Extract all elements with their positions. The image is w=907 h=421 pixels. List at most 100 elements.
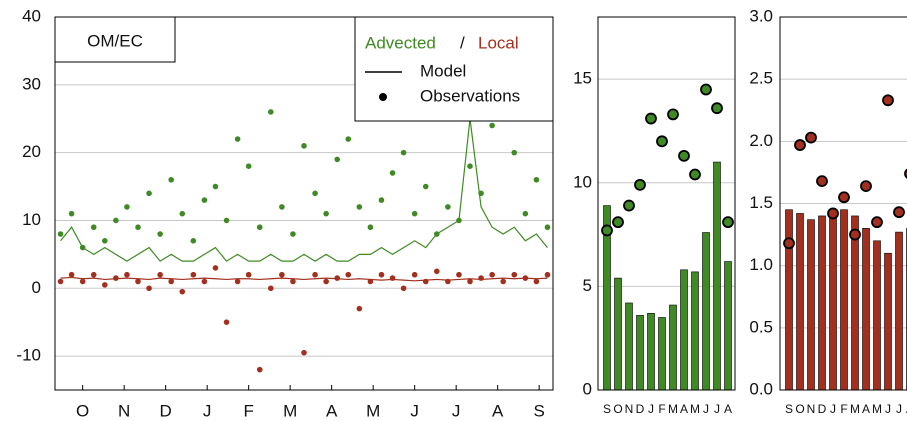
observation-dot <box>893 206 905 219</box>
observation-dot <box>689 168 701 181</box>
observation-dot <box>612 216 624 229</box>
y-tick-label: 30 <box>22 74 41 93</box>
observation-dot <box>90 224 97 231</box>
y-tick-label: 10 <box>22 210 41 229</box>
legend-local: Local <box>478 33 519 52</box>
x-tick-label: F <box>658 402 665 416</box>
observation-dot <box>290 278 296 285</box>
observation-dot <box>102 282 108 288</box>
plot-frame <box>54 16 554 391</box>
observation-dot <box>400 285 407 292</box>
observation-dot <box>157 231 163 237</box>
observation-dot <box>489 271 495 278</box>
observation-dot <box>234 278 241 285</box>
observation-dot <box>422 183 429 190</box>
bar <box>713 161 721 391</box>
observation-dot <box>212 265 219 271</box>
x-tick-label: A <box>326 401 338 420</box>
bar <box>614 277 622 391</box>
x-tick-label: J <box>203 401 212 420</box>
x-tick-label: A <box>680 402 688 416</box>
observation-dot <box>816 175 828 188</box>
x-tick-label: J <box>885 402 891 416</box>
observation-dot <box>68 210 75 217</box>
bar <box>840 209 848 391</box>
observation-dot <box>168 278 174 285</box>
observation-dot <box>201 278 208 285</box>
bar <box>796 213 804 391</box>
observation-dot <box>79 278 86 285</box>
observation-dot <box>700 83 712 96</box>
observation-dot <box>827 207 839 220</box>
bar <box>818 215 826 391</box>
observation-dot <box>79 244 86 251</box>
bar <box>873 240 881 391</box>
observation-dot <box>223 217 230 224</box>
observation-dot <box>256 224 263 231</box>
observation-dot <box>190 271 197 278</box>
x-tick-label: N <box>118 401 130 420</box>
observation-dot <box>500 278 507 285</box>
bar <box>895 231 903 391</box>
observation-dot <box>212 183 219 190</box>
observation-dot <box>634 178 646 191</box>
observation-dot <box>113 275 119 281</box>
x-tick-label: A <box>906 402 907 416</box>
observation-dot <box>113 217 119 224</box>
x-tick-label: J <box>410 401 419 420</box>
bar <box>851 215 859 391</box>
model-line <box>60 118 548 262</box>
y-tick-label: 0.5 <box>749 317 773 336</box>
observation-dot <box>356 204 363 210</box>
x-tick-label: O <box>76 401 89 420</box>
observation-dot <box>489 122 495 129</box>
x-tick-label: D <box>160 401 172 420</box>
y-tick-label: 2.5 <box>749 69 773 88</box>
observation-dot <box>279 204 285 210</box>
observation-dot <box>434 268 440 275</box>
bar <box>658 317 666 391</box>
x-tick-label: S <box>533 401 544 420</box>
observation-dot <box>467 278 473 285</box>
x-tick-label: O <box>795 402 804 416</box>
plot-frame <box>597 16 736 391</box>
bar <box>625 302 633 391</box>
observation-dot <box>345 136 352 142</box>
observation-dot <box>301 349 307 356</box>
observation-dot <box>805 131 817 144</box>
bar <box>702 232 710 391</box>
x-tick-label: J <box>830 402 836 416</box>
bar <box>724 261 732 391</box>
x-tick-label: M <box>283 401 297 420</box>
observation-dot <box>356 305 363 312</box>
observation-dot <box>334 156 341 163</box>
observation-dot <box>312 271 318 278</box>
observation-dot <box>68 271 75 278</box>
observation-dot <box>711 102 723 115</box>
observation-dot <box>367 278 374 285</box>
observation-dot <box>882 94 894 107</box>
bar <box>680 269 688 391</box>
observation-dot <box>656 135 668 148</box>
x-tick-label: F <box>840 402 847 416</box>
observation-dot <box>201 197 208 203</box>
observation-dot <box>511 271 518 278</box>
y-tick-label: 2.0 <box>749 131 773 150</box>
x-tick-label: D <box>818 402 827 416</box>
legend-observations: Observations <box>420 86 520 105</box>
observation-dot <box>268 109 274 115</box>
observation-dot <box>478 275 484 281</box>
observation-dot <box>623 199 635 212</box>
observation-dot <box>135 278 141 285</box>
x-tick-label: J <box>703 402 709 416</box>
observation-dot <box>678 149 690 162</box>
observation-dot <box>323 210 329 217</box>
x-tick-label: A <box>492 401 504 420</box>
observation-dot <box>90 271 97 278</box>
model-line <box>60 276 548 282</box>
observation-dot <box>290 231 296 237</box>
observation-dot <box>146 190 152 197</box>
observation-dot <box>871 216 883 229</box>
observation-dot <box>434 231 440 237</box>
